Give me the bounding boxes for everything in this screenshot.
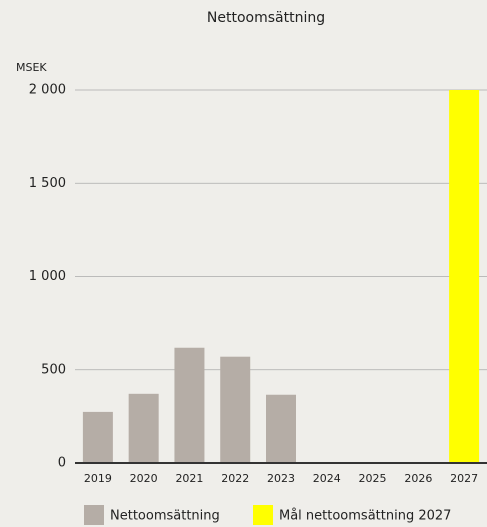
y-tick-label: 0 (58, 456, 66, 471)
bar (220, 356, 251, 463)
bar (82, 411, 113, 463)
chart-title: Nettoomsättning (207, 10, 325, 26)
legend-label: Nettoomsättning (110, 509, 220, 524)
legend-swatch (253, 505, 273, 525)
legend-swatch (84, 505, 104, 525)
y-tick-label: 500 (41, 362, 66, 377)
x-tick-label: 2023 (267, 472, 295, 485)
x-tick-label: 2021 (175, 472, 203, 485)
x-tick-label: 2019 (84, 472, 112, 485)
y-axis-label: MSEK (16, 61, 47, 74)
legend-label: Mål nettoomsättning 2027 (279, 509, 451, 524)
x-tick-label: 2025 (359, 472, 387, 485)
x-tick-label: 2026 (404, 472, 432, 485)
y-tick-label: 1 500 (29, 176, 66, 191)
bar (174, 347, 205, 463)
x-tick-label: 2027 (450, 472, 478, 485)
bar (449, 90, 480, 463)
bar (266, 394, 296, 463)
x-tick-label: 2024 (313, 472, 341, 485)
bar (128, 393, 159, 463)
x-tick-label: 2020 (130, 472, 158, 485)
x-tick-label: 2022 (221, 472, 249, 485)
y-tick-label: 1 000 (29, 269, 66, 284)
y-tick-label: 2 000 (29, 83, 66, 98)
